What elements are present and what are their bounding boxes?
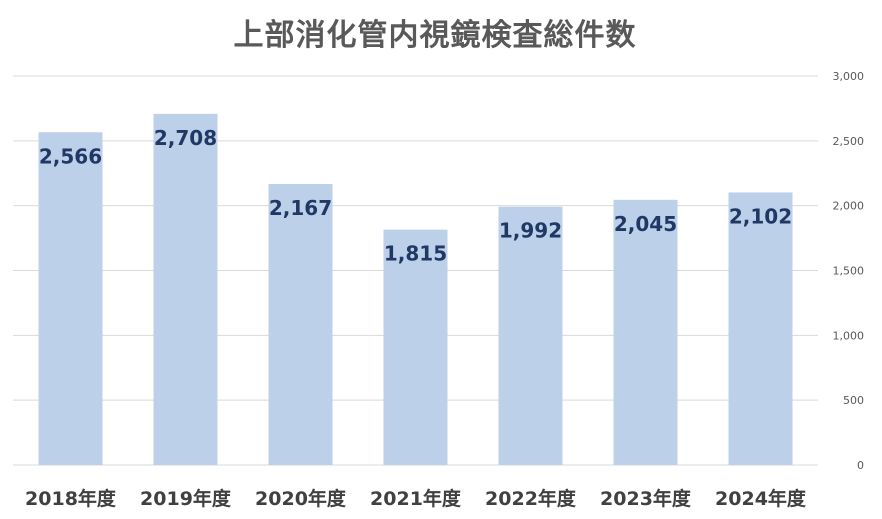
y-tick-label: 1,500: [833, 265, 865, 278]
category-label: 2024年度: [715, 487, 807, 510]
data-label: 1,992: [499, 219, 562, 243]
y-tick-label: 500: [843, 394, 864, 407]
category-label: 2023年度: [600, 487, 692, 510]
bar: [613, 199, 678, 465]
data-label: 2,045: [614, 212, 677, 236]
category-label: 2022年度: [485, 487, 577, 510]
data-label: 1,815: [384, 242, 447, 266]
y-tick-label: 2,500: [833, 135, 865, 148]
bar: [383, 229, 448, 465]
y-tick-label: 0: [857, 459, 864, 472]
data-label: 2,566: [39, 144, 102, 168]
category-label: 2018年度: [25, 487, 117, 510]
chart-title: 上部消化管内視鏡検査総件数: [233, 18, 637, 53]
x-axis-categories: 2018年度 2019年度 2020年度 2021年度 2022年度 2023年度 2024…: [25, 487, 807, 510]
bar: [268, 184, 333, 465]
data-label: 2,102: [729, 204, 792, 228]
category-label: 2019年度: [140, 487, 232, 510]
category-label: 2021年度: [370, 487, 462, 510]
bar: [38, 132, 103, 465]
bar: [498, 206, 563, 466]
bars: [38, 113, 793, 466]
y-tick-label: 2,000: [833, 200, 865, 213]
bar: [728, 192, 793, 465]
bar: [153, 113, 218, 465]
data-label: 2,708: [154, 126, 217, 150]
category-label: 2020年度: [255, 487, 347, 510]
y-tick-label: 1,000: [833, 329, 865, 342]
data-labels: 2,566 2,708 2,167 1,815 1,992 2,045 2,102: [39, 126, 792, 266]
y-axis-ticks: 0 500 1,000 1,500 2,000 2,500 3,000: [833, 70, 865, 472]
y-tick-label: 3,000: [833, 70, 865, 83]
data-label: 2,167: [269, 196, 332, 220]
